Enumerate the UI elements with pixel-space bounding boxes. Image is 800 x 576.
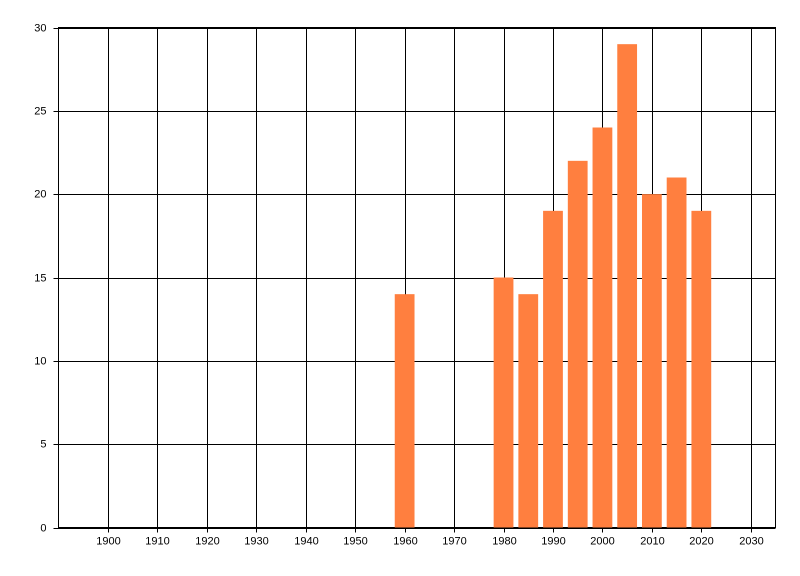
bar bbox=[691, 210, 712, 528]
x-tick-label: 2030 bbox=[739, 535, 763, 547]
x-tick-label: 1900 bbox=[96, 535, 120, 547]
bar bbox=[518, 294, 539, 528]
bar bbox=[666, 177, 687, 528]
x-tick-label: 1970 bbox=[442, 535, 466, 547]
x-tick-label: 2010 bbox=[640, 535, 664, 547]
bar bbox=[567, 160, 588, 528]
x-tick-label: 1980 bbox=[492, 535, 516, 547]
x-tick-label: 1940 bbox=[294, 535, 318, 547]
x-tick-label: 1920 bbox=[195, 535, 219, 547]
y-tick-label: 15 bbox=[34, 272, 46, 284]
bar bbox=[493, 277, 514, 528]
x-tick-label: 1960 bbox=[393, 535, 417, 547]
y-tick-label: 20 bbox=[34, 188, 46, 200]
x-tick-label: 1990 bbox=[541, 535, 565, 547]
y-tick-label: 10 bbox=[34, 355, 46, 367]
x-tick-label: 1910 bbox=[145, 535, 169, 547]
x-tick-label: 2000 bbox=[590, 535, 614, 547]
x-tick-label: 1930 bbox=[244, 535, 268, 547]
y-tick-label: 30 bbox=[34, 22, 46, 34]
bar bbox=[394, 294, 415, 528]
bar bbox=[592, 127, 613, 528]
x-tick-label: 2020 bbox=[689, 535, 713, 547]
bar bbox=[617, 44, 638, 528]
y-tick-label: 0 bbox=[40, 522, 46, 534]
x-tick-label: 1950 bbox=[343, 535, 367, 547]
y-tick-label: 25 bbox=[34, 105, 46, 117]
plot-border bbox=[58, 27, 776, 528]
bar bbox=[543, 210, 563, 528]
y-tick-label: 5 bbox=[40, 438, 46, 450]
bar bbox=[641, 194, 662, 528]
